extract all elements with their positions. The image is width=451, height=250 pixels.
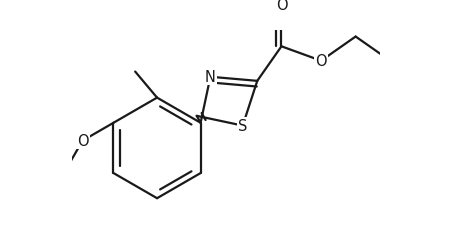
Text: O: O <box>315 54 326 69</box>
Text: O: O <box>275 0 287 12</box>
Text: O: O <box>77 134 88 148</box>
Text: S: S <box>238 118 247 134</box>
Text: N: N <box>204 70 215 85</box>
